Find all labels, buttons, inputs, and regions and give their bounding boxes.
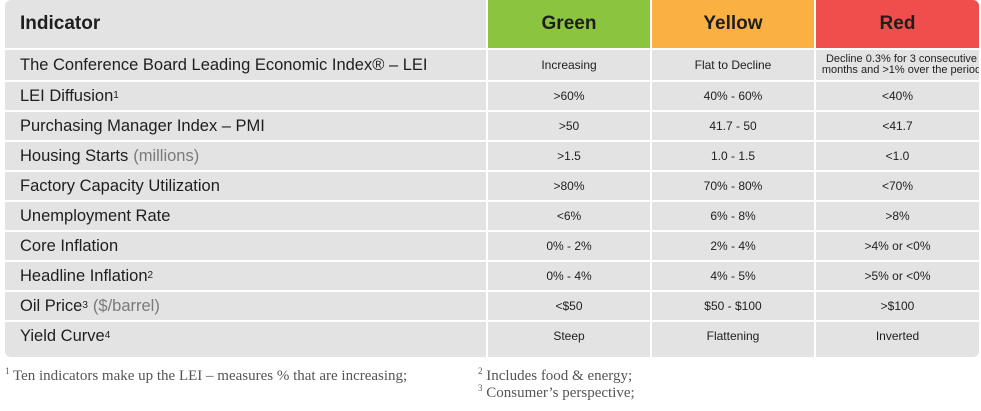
green-threshold: >80% <box>553 178 585 193</box>
red-threshold: Inverted <box>875 328 920 343</box>
table-row: Unemployment Rate <6% 6% - 8% >8% <box>5 200 979 230</box>
footnote-text: Ten indicators make up the LEI – measure… <box>12 368 408 384</box>
green-threshold: 0% - 2% <box>546 238 592 253</box>
table-row: Headline Inflation 2 0% - 4% 4% - 5% >5% or … <box>5 260 979 290</box>
red-threshold: Decline 0.3% for 3 consecutive months an… <box>821 53 979 76</box>
footnote-number: 3 <box>478 383 483 393</box>
indicator-name: Housing Starts (millions) <box>5 142 486 170</box>
yellow-threshold: 2% - 4% <box>710 238 756 253</box>
footnote-number: 2 <box>478 366 483 376</box>
table-row: LEI Diffusion 1 >60% 40% - 60% <40% <box>5 80 979 110</box>
yellow-threshold: 1.0 - 1.5 <box>710 148 756 163</box>
red-threshold: <41.7 <box>882 118 913 133</box>
table-row: Purchasing Manager Index – PMI >50 41.7 - … <box>5 110 979 140</box>
yellow-threshold: 41.7 - 50 <box>709 118 757 133</box>
indicator-label: Unemployment Rate <box>20 206 171 225</box>
indicator-label: Housing Starts <box>20 146 129 165</box>
indicator-unit: ($/barrel) <box>92 296 160 315</box>
indicator-label: Headline Inflation <box>20 266 148 285</box>
column-divider <box>814 0 816 357</box>
indicator-name: The Conference Board Leading Economic In… <box>5 50 486 80</box>
header-indicator: Indicator <box>20 13 101 34</box>
indicator-name: Headline Inflation 2 <box>20 266 154 285</box>
green-threshold: Increasing <box>541 57 597 72</box>
green-threshold: <6% <box>556 208 582 223</box>
table-row: Core Inflation 0% - 2% 2% - 4% >4% or <0% <box>5 230 979 260</box>
yellow-threshold: 6% - 8% <box>710 208 756 223</box>
indicator-label: Oil Price <box>20 296 83 315</box>
yellow-threshold: $50 - $100 <box>704 298 762 313</box>
indicator-table: Indicator Green Yellow Red The Conferenc… <box>5 0 979 357</box>
table-row: Housing Starts (millions) >1.5 1.0 - 1.5 <1.… <box>5 140 979 170</box>
footnote-number: 1 <box>5 366 10 376</box>
indicator-label: The Conference Board Leading Economic In… <box>20 55 428 74</box>
indicator-label: Purchasing Manager Index – PMI <box>20 116 265 135</box>
indicator-label: Core Inflation <box>20 236 119 255</box>
red-threshold: >4% or <0% <box>864 238 931 253</box>
footnote-text: Consumer’s perspective; <box>486 385 635 401</box>
indicator-name: Core Inflation <box>5 232 486 260</box>
column-divider <box>486 0 488 357</box>
header-yellow: Yellow <box>652 0 814 48</box>
yellow-threshold: 70% - 80% <box>703 178 763 193</box>
table-row: Oil Price 3 ($/barrel) <$50 $50 - $100 >$100 <box>5 290 979 320</box>
indicator-name: Factory Capacity Utilization <box>5 172 486 200</box>
green-threshold: 0% - 4% <box>546 268 592 283</box>
footnote-1: 1 Ten indicators make up the LEI – measu… <box>5 366 445 385</box>
green-threshold: >50 <box>558 118 580 133</box>
green-threshold: >1.5 <box>557 148 581 163</box>
indicator-name: Unemployment Rate <box>5 202 486 230</box>
header-red: Red <box>816 0 979 48</box>
footnote-2: 2 Includes food & energy; <box>478 366 878 385</box>
red-threshold: >$100 <box>880 298 915 313</box>
green-threshold: Steep <box>553 328 585 343</box>
yellow-threshold: Flattening <box>706 328 760 343</box>
green-threshold: >60% <box>553 88 585 103</box>
red-threshold: <70% <box>881 178 914 193</box>
table-row: Yield Curve 4 Steep Flattening Inverted <box>5 320 979 350</box>
footnote-3: 3 Consumer’s perspective; <box>478 383 878 402</box>
green-threshold: <$50 <box>555 298 583 313</box>
table-row: Factory Capacity Utilization >80% 70% - 80… <box>5 170 979 200</box>
red-threshold: <1.0 <box>885 148 910 163</box>
yellow-threshold: 4% - 5% <box>710 268 756 283</box>
indicator-name: LEI Diffusion 1 <box>20 86 119 105</box>
column-divider <box>650 0 652 357</box>
yellow-threshold: 40% - 60% <box>703 88 763 103</box>
indicator-label: Yield Curve <box>20 326 105 345</box>
header-green: Green <box>488 0 650 48</box>
indicator-label: Factory Capacity Utilization <box>20 176 220 195</box>
table-row: The Conference Board Leading Economic In… <box>5 48 979 80</box>
red-threshold: >8% <box>885 208 910 223</box>
red-threshold: >5% or <0% <box>864 268 931 283</box>
indicator-name: Oil Price 3 ($/barrel) <box>20 296 160 315</box>
yellow-threshold: Flat to Decline <box>694 57 772 72</box>
indicator-name: Yield Curve 4 <box>20 326 111 345</box>
indicator-label: LEI Diffusion <box>20 86 114 105</box>
indicator-unit: (millions) <box>133 146 200 165</box>
red-threshold: <40% <box>881 88 914 103</box>
footnote-text: Includes food & energy; <box>486 368 633 384</box>
indicator-name: Purchasing Manager Index – PMI <box>5 112 486 140</box>
